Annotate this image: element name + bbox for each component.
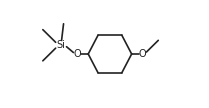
Text: Si: Si: [56, 40, 65, 50]
Text: O: O: [74, 49, 81, 59]
Text: O: O: [139, 49, 146, 59]
